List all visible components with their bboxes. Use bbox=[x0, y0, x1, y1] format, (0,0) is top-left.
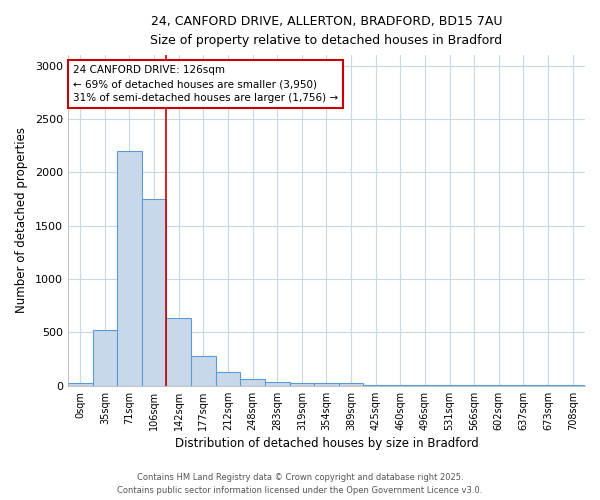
Bar bbox=[290, 382, 314, 386]
Y-axis label: Number of detached properties: Number of detached properties bbox=[15, 128, 28, 314]
Bar bbox=[215, 372, 240, 386]
Title: 24, CANFORD DRIVE, ALLERTON, BRADFORD, BD15 7AU
Size of property relative to det: 24, CANFORD DRIVE, ALLERTON, BRADFORD, B… bbox=[151, 15, 503, 47]
Bar bbox=[166, 318, 191, 386]
X-axis label: Distribution of detached houses by size in Bradford: Distribution of detached houses by size … bbox=[175, 437, 478, 450]
Text: Contains HM Land Registry data © Crown copyright and database right 2025.
Contai: Contains HM Land Registry data © Crown c… bbox=[118, 474, 482, 495]
Bar bbox=[191, 356, 215, 386]
Text: 24 CANFORD DRIVE: 126sqm
← 69% of detached houses are smaller (3,950)
31% of sem: 24 CANFORD DRIVE: 126sqm ← 69% of detach… bbox=[73, 65, 338, 103]
Bar bbox=[142, 199, 166, 386]
Bar bbox=[68, 383, 92, 386]
Bar bbox=[240, 379, 265, 386]
Bar bbox=[92, 330, 117, 386]
Bar bbox=[117, 151, 142, 386]
Bar bbox=[314, 383, 339, 386]
Bar bbox=[265, 382, 290, 386]
Bar bbox=[339, 383, 364, 386]
